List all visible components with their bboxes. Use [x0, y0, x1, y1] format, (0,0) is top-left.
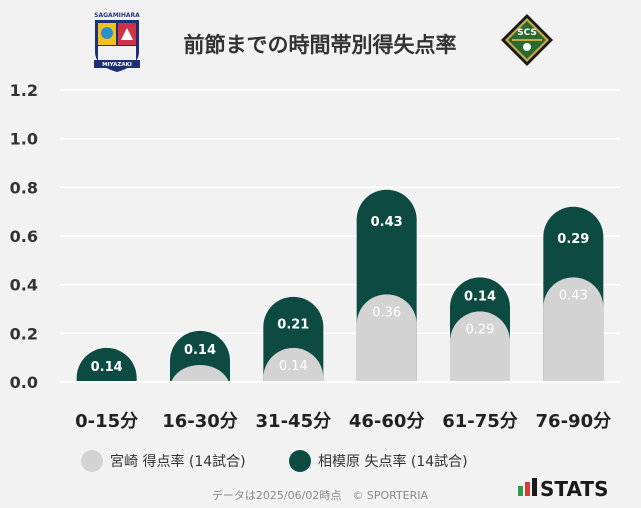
y-axis-ticks: 0.0 0.2 0.4 0.6 0.8 1.0 1.2 — [10, 81, 38, 392]
data-label-away: 0.14 — [464, 289, 496, 304]
y-tick-label: 0.6 — [10, 227, 38, 246]
chart-title: 前節までの時間帯別得失点率 — [184, 33, 457, 57]
data-label-away: 0.43 — [371, 215, 403, 230]
x-axis-ticks: 0-15分 16-30分 31-45分 46-60分 61-75分 76-90分 — [75, 411, 611, 432]
data-label-away: 0.14 — [184, 343, 216, 358]
x-tick-label: 76-90分 — [536, 411, 612, 432]
y-tick-label: 1.0 — [10, 130, 38, 149]
data-label-home: 0.29 — [466, 322, 495, 337]
y-tick-label: 0.2 — [10, 324, 38, 343]
data-label-away: 0.14 — [91, 360, 123, 375]
data-label-home: 0.43 — [559, 288, 588, 303]
x-tick-label: 46-60分 — [349, 411, 425, 432]
data-label-home: 0.14 — [279, 359, 308, 374]
x-tick-label: 0-15分 — [75, 411, 138, 432]
y-tick-label: 0.4 — [10, 276, 38, 295]
data-label-away: 0.21 — [277, 317, 309, 332]
stats-brand-text: STATS — [540, 477, 608, 501]
home-crest-bottom-text: MIYAZAKI — [102, 62, 132, 68]
x-tick-label: 16-30分 — [162, 411, 238, 432]
x-tick-label: 61-75分 — [442, 411, 518, 432]
legend-swatch — [289, 450, 311, 472]
y-tick-label: 1.2 — [10, 81, 38, 100]
data-label-home: 0.36 — [372, 305, 401, 320]
stats-bars-icon — [518, 478, 537, 496]
footer-note: データは2025/06/02時点 © SPORTERIA — [212, 488, 429, 502]
away-team-crest-icon: SCS — [501, 14, 553, 66]
y-tick-label: 0.8 — [10, 178, 38, 197]
grid-lines — [60, 89, 620, 383]
away-crest-text: SCS — [517, 28, 537, 38]
baseline-mask — [55, 382, 625, 422]
legend-label: 相模原 失点率 (14試合) — [318, 453, 468, 470]
home-crest-top-text: SAGAMIHARA — [94, 12, 140, 19]
bar-home-5 — [543, 277, 604, 412]
y-tick-label: 0.0 — [10, 373, 38, 392]
data-label-away: 0.29 — [557, 232, 589, 247]
x-tick-label: 31-45分 — [256, 411, 332, 432]
legend: 宮崎 得点率 (14試合) 相模原 失点率 (14試合) — [81, 450, 468, 472]
legend-swatch — [81, 450, 103, 472]
legend-label: 宮崎 得点率 (14試合) — [110, 453, 246, 470]
bars: 0.14 0.14 0.21 0.14 0.43 0.36 0.14 0.29 0.29 0.43 — [55, 189, 625, 422]
home-team-crest-icon: SAGAMIHARA MIYAZAKI — [94, 12, 140, 72]
stats-logo: STATS — [518, 477, 608, 501]
header: SAGAMIHARA MIYAZAKI 前節までの時間帯別得失点率 SCS — [94, 12, 553, 72]
